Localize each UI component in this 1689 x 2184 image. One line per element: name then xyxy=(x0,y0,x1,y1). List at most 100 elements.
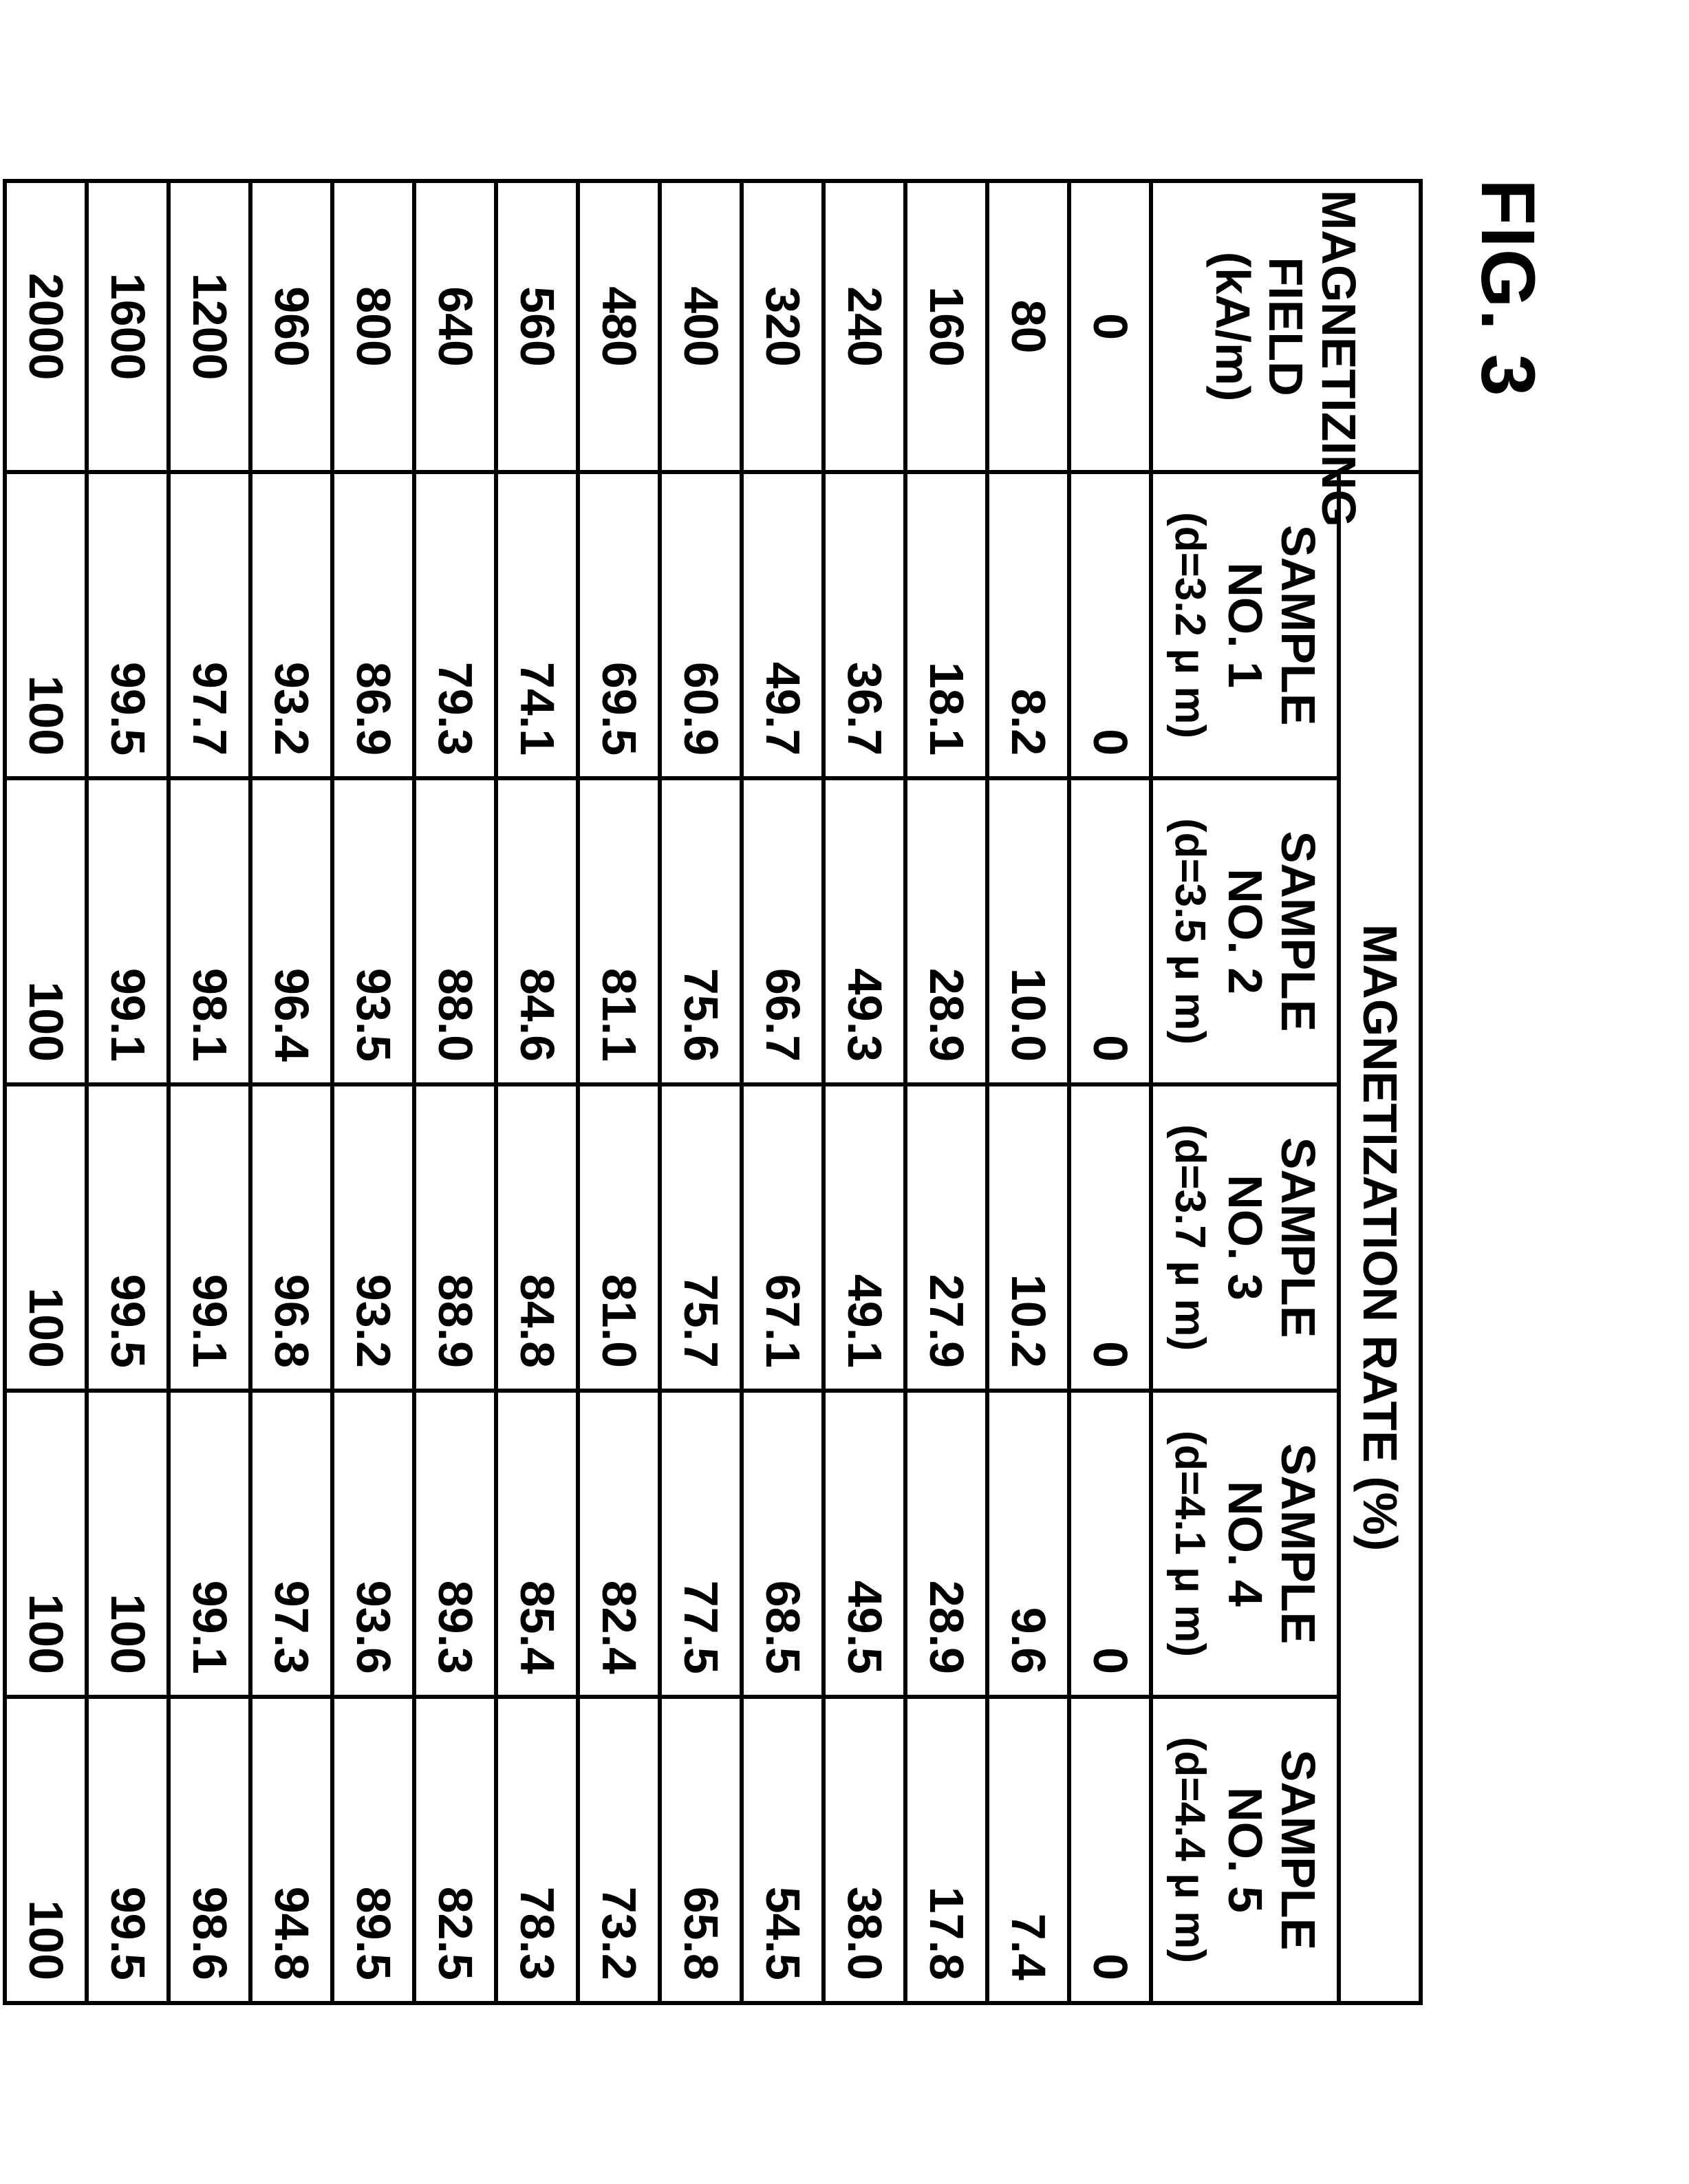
cell-value: 7.4 xyxy=(987,1697,1069,2003)
cell-value: 96.4 xyxy=(250,778,332,1084)
sample-name: SAMPLE NO. 4 xyxy=(1218,1444,1325,1645)
cell-field: 640 xyxy=(414,181,496,472)
rotated-page: FIG. 3 MAGNETIZING FIELD (kA/m) MAGNETIZ… xyxy=(0,0,1689,1689)
cell-field: 160 xyxy=(905,181,987,472)
cell-value: 85.4 xyxy=(496,1391,578,1697)
cell-field: 480 xyxy=(578,181,660,472)
cell-value: 93.5 xyxy=(332,778,414,1084)
cell-field: 80 xyxy=(987,181,1069,472)
cell-value: 75.7 xyxy=(660,1084,742,1391)
cell-value: 97.3 xyxy=(250,1391,332,1697)
cell-value: 82.5 xyxy=(414,1697,496,2003)
cell-value: 49.5 xyxy=(824,1391,905,1697)
sample-d: (d=3.7 μ m) xyxy=(1166,1124,1214,1351)
cell-field: 800 xyxy=(332,181,414,472)
cell-field: 2000 xyxy=(5,181,87,472)
table-row: 120097.798.199.199.198.6 xyxy=(169,181,250,2003)
cell-value: 99.5 xyxy=(87,1697,169,2003)
header-field: MAGNETIZING FIELD (kA/m) xyxy=(1151,181,1421,472)
cell-value: 0 xyxy=(1069,1697,1151,2003)
cell-value: 93.6 xyxy=(332,1391,414,1697)
cell-value: 54.5 xyxy=(742,1697,824,2003)
header-sample-4: SAMPLE NO. 4 (d=4.1 μ m) xyxy=(1151,1391,1339,1697)
cell-value: 81.0 xyxy=(578,1084,660,1391)
cell-value: 38.0 xyxy=(824,1697,905,2003)
cell-value: 0 xyxy=(1069,472,1151,778)
cell-value: 88.9 xyxy=(414,1084,496,1391)
sample-name: SAMPLE NO. 1 xyxy=(1218,525,1325,726)
cell-value: 65.8 xyxy=(660,1697,742,2003)
cell-value: 10.0 xyxy=(987,778,1069,1084)
table-row: 64079.388.088.989.382.5 xyxy=(414,181,496,2003)
cell-field: 240 xyxy=(824,181,905,472)
cell-value: 79.3 xyxy=(414,472,496,778)
table-head: MAGNETIZING FIELD (kA/m) MAGNETIZATION R… xyxy=(1151,181,1421,2003)
cell-value: 100 xyxy=(87,1391,169,1697)
header-sample-3: SAMPLE NO. 3 (d=3.7 μ m) xyxy=(1151,1084,1339,1391)
cell-value: 10.2 xyxy=(987,1084,1069,1391)
cell-value: 93.2 xyxy=(332,1084,414,1391)
sample-name: SAMPLE NO. 2 xyxy=(1218,831,1325,1032)
cell-field: 960 xyxy=(250,181,332,472)
cell-value: 99.1 xyxy=(87,778,169,1084)
header-sample-2: SAMPLE NO. 2 (d=3.5 μ m) xyxy=(1151,778,1339,1084)
cell-value: 28.9 xyxy=(905,778,987,1084)
cell-field: 560 xyxy=(496,181,578,472)
cell-value: 36.7 xyxy=(824,472,905,778)
header-row-1: MAGNETIZING FIELD (kA/m) MAGNETIZATION R… xyxy=(1339,181,1421,2003)
cell-value: 82.4 xyxy=(578,1391,660,1697)
sample-d: (d=3.5 μ m) xyxy=(1166,818,1214,1045)
cell-value: 99.5 xyxy=(87,1084,169,1391)
table-row: 80086.993.593.293.689.5 xyxy=(332,181,414,2003)
cell-value: 98.6 xyxy=(169,1697,250,2003)
cell-value: 99.1 xyxy=(169,1084,250,1391)
cell-value: 18.1 xyxy=(905,472,987,778)
header-rate-text: MAGNETIZATION RATE (%) xyxy=(1353,924,1407,1551)
cell-value: 9.6 xyxy=(987,1391,1069,1697)
cell-value: 88.0 xyxy=(414,778,496,1084)
cell-field: 1200 xyxy=(169,181,250,472)
table-row: 2000100100100100100 xyxy=(5,181,87,2003)
table-row: 48069.581.181.082.473.2 xyxy=(578,181,660,2003)
table-row: 96093.296.496.897.394.8 xyxy=(250,181,332,2003)
cell-value: 99.1 xyxy=(169,1391,250,1697)
cell-value: 73.2 xyxy=(578,1697,660,2003)
header-sample-1: SAMPLE NO. 1 (d=3.2 μ m) xyxy=(1151,472,1339,778)
cell-value: 49.7 xyxy=(742,472,824,778)
cell-value: 17.8 xyxy=(905,1697,987,2003)
cell-value: 67.1 xyxy=(742,1084,824,1391)
cell-value: 89.5 xyxy=(332,1697,414,2003)
cell-field: 400 xyxy=(660,181,742,472)
cell-field: 0 xyxy=(1069,181,1151,472)
cell-field: 320 xyxy=(742,181,824,472)
cell-value: 100 xyxy=(5,472,87,778)
header-sample-5: SAMPLE NO. 5 (d=4.4 μ m) xyxy=(1151,1697,1339,2003)
table-row: 40060.975.675.777.565.8 xyxy=(660,181,742,2003)
cell-value: 68.5 xyxy=(742,1391,824,1697)
cell-value: 78.3 xyxy=(496,1697,578,2003)
cell-value: 0 xyxy=(1069,1084,1151,1391)
cell-value: 60.9 xyxy=(660,472,742,778)
sample-d: (d=3.2 μ m) xyxy=(1166,512,1214,738)
cell-value: 0 xyxy=(1069,778,1151,1084)
cell-value: 100 xyxy=(5,778,87,1084)
cell-value: 28.9 xyxy=(905,1391,987,1697)
cell-value: 99.5 xyxy=(87,472,169,778)
cell-value: 66.7 xyxy=(742,778,824,1084)
cell-value: 96.8 xyxy=(250,1084,332,1391)
page-content: FIG. 3 MAGNETIZING FIELD (kA/m) MAGNETIZ… xyxy=(0,0,1689,2184)
sample-d: (d=4.1 μ m) xyxy=(1166,1431,1214,1657)
table-row: 160099.599.199.510099.5 xyxy=(87,181,169,2003)
header-rate: MAGNETIZATION RATE (%) xyxy=(1339,472,1421,2003)
cell-value: 97.7 xyxy=(169,472,250,778)
cell-value: 81.1 xyxy=(578,778,660,1084)
cell-field: 1600 xyxy=(87,181,169,472)
cell-value: 69.5 xyxy=(578,472,660,778)
table-row: 16018.128.927.928.917.8 xyxy=(905,181,987,2003)
cell-value: 8.2 xyxy=(987,472,1069,778)
cell-value: 86.9 xyxy=(332,472,414,778)
cell-value: 77.5 xyxy=(660,1391,742,1697)
cell-value: 49.3 xyxy=(824,778,905,1084)
cell-value: 27.9 xyxy=(905,1084,987,1391)
cell-value: 98.1 xyxy=(169,778,250,1084)
